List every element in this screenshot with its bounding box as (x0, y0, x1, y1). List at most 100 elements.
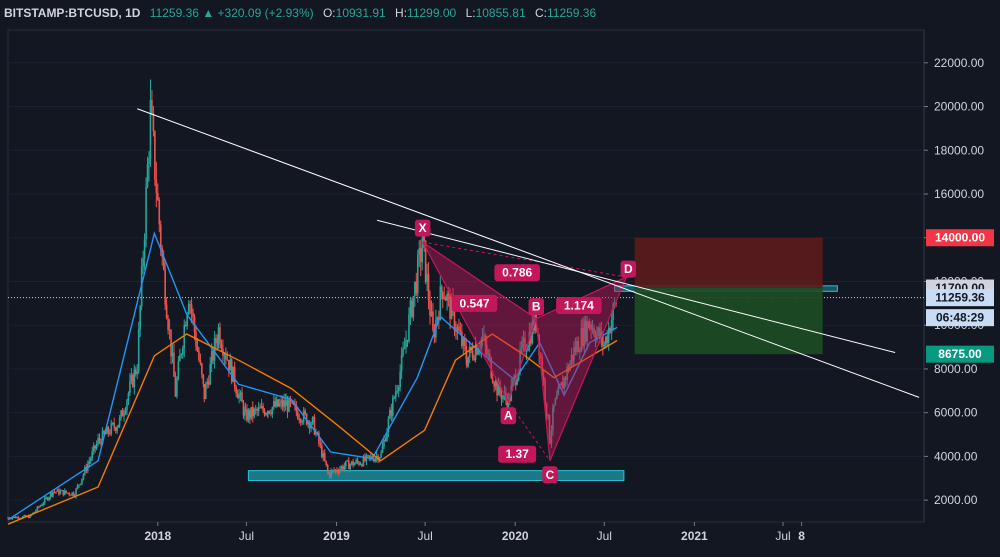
candle-body (242, 402, 245, 416)
candle-body (66, 492, 69, 494)
candle-body (493, 382, 495, 387)
pattern-point-x-bg (414, 219, 431, 237)
candle-body (173, 352, 175, 377)
candle-body (587, 321, 590, 328)
candle-body (411, 300, 413, 318)
candle-body (604, 336, 607, 346)
candle-body (227, 360, 230, 371)
candle-body (133, 369, 136, 387)
pattern-xb-line (422, 241, 537, 320)
candle-body (189, 304, 191, 306)
x-tick-label: 2019 (323, 529, 350, 543)
candle-body (316, 432, 319, 434)
candle-body (331, 470, 334, 472)
high-label: H: (395, 6, 408, 20)
candle-body (597, 327, 600, 333)
candle-body (364, 456, 366, 462)
candle-body (236, 393, 239, 399)
candle-body (516, 379, 518, 385)
candle-body (297, 411, 299, 419)
candle-body (174, 376, 177, 397)
candle-body (494, 380, 497, 387)
candle-body (69, 494, 72, 496)
candle-body (170, 329, 172, 357)
candle-body (95, 443, 98, 449)
open-value: 10931.91 (335, 6, 386, 20)
candle-body (217, 327, 220, 343)
candle-body (436, 317, 439, 320)
price-change: +320.09 (+2.93%) (217, 6, 314, 20)
candle-body (159, 224, 162, 249)
candle-body (285, 400, 287, 406)
candle-body (257, 407, 260, 411)
candle-body (207, 381, 210, 385)
candle-body (541, 356, 543, 376)
candle-body (157, 192, 159, 201)
candle-body (389, 409, 391, 419)
candle-body (130, 374, 133, 382)
candle-body (113, 423, 116, 428)
candle-body (134, 369, 137, 374)
candle-body (513, 375, 516, 380)
candle-body (40, 504, 43, 506)
symbol-name[interactable]: BITSTAMP:BTCUSD, 1D (4, 6, 141, 20)
price-badge-bg (926, 345, 994, 363)
candle-body (561, 382, 564, 389)
candle-body (76, 485, 79, 489)
candle-body (321, 444, 323, 458)
candle-body (51, 492, 53, 496)
candle-body (384, 439, 387, 442)
candle-body (280, 400, 282, 404)
candle-body (496, 380, 498, 396)
candle-body (570, 354, 573, 363)
candle-body (202, 374, 205, 384)
candle-body (179, 355, 181, 362)
candle-body (579, 351, 581, 353)
candle-body (88, 461, 91, 465)
candle-body (301, 421, 304, 423)
candle-body (610, 319, 613, 333)
stop-zone (634, 237, 823, 289)
candle-body (149, 99, 152, 159)
candle-body (145, 186, 147, 240)
candle-body (414, 281, 416, 296)
candle-body (419, 248, 422, 263)
candle-body (476, 346, 478, 355)
pattern-point-d: D (624, 262, 633, 276)
candle-body (230, 359, 233, 382)
candle-body (462, 338, 465, 347)
candle-body (342, 466, 344, 470)
candle-body (91, 451, 94, 459)
candle-body (267, 410, 269, 414)
candle-body (27, 515, 30, 518)
candle-body (343, 466, 346, 470)
candle-body (564, 377, 567, 380)
candle-body (209, 363, 211, 385)
pattern-point-a-bg (500, 407, 517, 425)
y-tick-label: 16000.00 (934, 187, 984, 201)
candle-body (390, 409, 393, 416)
candle-body (387, 418, 390, 432)
candle-body (581, 328, 584, 347)
candle-body (181, 348, 184, 355)
candle-body (367, 455, 369, 457)
candle-body (491, 377, 494, 383)
x-tick-label: Jul (775, 529, 790, 543)
candle-body (143, 239, 146, 259)
candle-body (184, 325, 187, 327)
candle-body (429, 300, 431, 316)
candle-body (349, 464, 352, 470)
candle-body (215, 338, 217, 343)
y-tick-label: 22000.00 (934, 56, 984, 70)
candle-body (63, 490, 66, 496)
candle-body (24, 515, 27, 517)
candle-body (323, 453, 326, 461)
candle-body (333, 470, 335, 472)
candle-body (337, 471, 340, 473)
candle-body (362, 456, 365, 467)
candle-body (421, 229, 424, 248)
candle-body (117, 424, 120, 428)
candle-body (613, 302, 616, 305)
candle-body (271, 407, 274, 415)
